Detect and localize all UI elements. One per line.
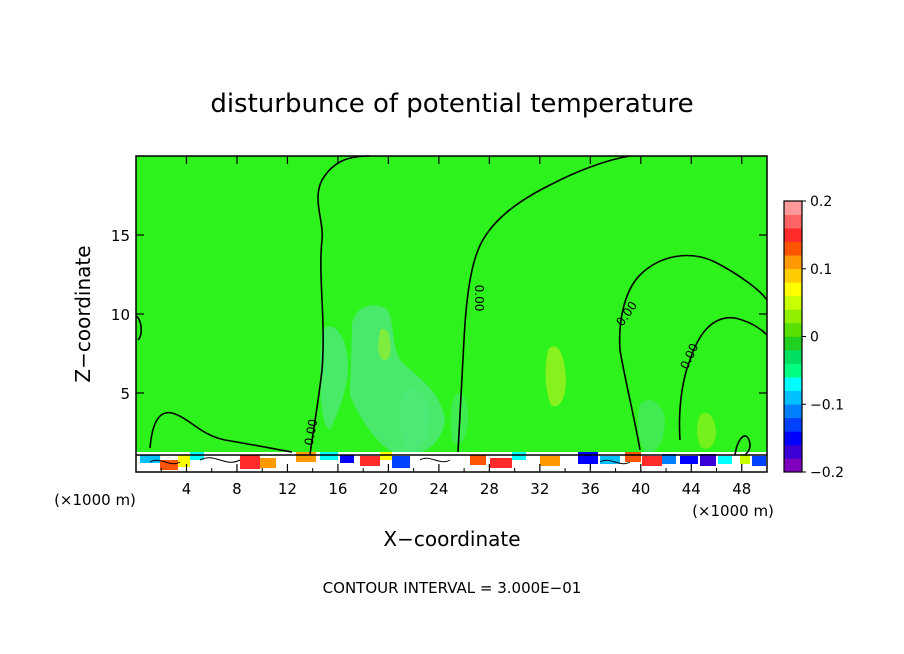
contour-line — [149, 411, 293, 453]
x-unit-left: (×1000 m) — [54, 491, 136, 509]
contour-line — [618, 254, 768, 451]
contour-line — [309, 155, 371, 456]
y-tick-label: 10 — [111, 306, 130, 324]
x-tick-label: 20 — [379, 480, 398, 498]
x-unit-right: (×1000 m) — [692, 502, 774, 520]
x-tick-label: 36 — [581, 480, 600, 498]
colorbar-swatch — [784, 309, 802, 324]
y-axis-label: Z−coordinate — [71, 245, 95, 382]
colorbar-swatch — [784, 377, 802, 391]
colorbar-swatch — [784, 350, 802, 364]
colorbar-swatch — [784, 431, 802, 446]
colorbar-tick-label: 0.2 — [810, 194, 832, 210]
colorbar-swatch — [784, 417, 802, 432]
x-tick-label: 8 — [232, 480, 242, 498]
contour-line — [135, 315, 142, 341]
colorbar-swatch — [784, 322, 802, 337]
colorbar-swatch — [784, 295, 802, 310]
colorbar-swatch — [784, 241, 802, 256]
contour-line — [457, 155, 631, 453]
colorbar-swatch — [784, 404, 802, 419]
contour-line — [678, 317, 768, 441]
colorbar-swatch — [784, 255, 802, 270]
x-tick-label: 44 — [682, 480, 701, 498]
contour-label: 0.00 — [472, 285, 486, 312]
contour-lines — [135, 155, 768, 456]
colorbar-swatch — [784, 268, 802, 283]
x-tick-label: 16 — [328, 480, 347, 498]
colorbar: 0.2 0.1 0 −0.1 −0.2 — [783, 194, 844, 481]
colorbar-swatch — [784, 458, 802, 473]
field-patch — [697, 412, 716, 449]
x-axis: 4 8 12 16 20 24 28 32 36 40 44 48 — [160, 156, 751, 498]
colorbar-swatch — [784, 336, 802, 351]
field-patch — [637, 400, 665, 453]
field-patch — [399, 388, 430, 452]
chart-title: disturbunce of potential temperature — [210, 89, 693, 119]
colorbar-swatch — [784, 390, 802, 405]
x-tick-label: 48 — [732, 480, 751, 498]
contour-label: 0.00 — [302, 418, 320, 447]
x-tick-label: 24 — [429, 480, 448, 498]
colorbar-swatch — [784, 444, 802, 459]
colorbar-swatch — [784, 282, 802, 297]
colorbar-tick-label: 0 — [810, 330, 819, 346]
contour-interval: CONTOUR INTERVAL = 3.000E−01 — [323, 579, 582, 597]
colorbar-swatch — [784, 363, 802, 378]
colorbar-swatch — [784, 228, 802, 242]
field-patch — [320, 326, 349, 430]
contour-line — [734, 435, 751, 456]
colorbar-swatch — [784, 214, 802, 229]
colorbar-tick-label: −0.2 — [810, 465, 844, 481]
colorbar-tick-label: −0.1 — [810, 397, 844, 413]
x-tick-label: 12 — [278, 480, 297, 498]
surface-layer — [136, 452, 767, 472]
x-tick-label: 28 — [480, 480, 499, 498]
colorbar-swatch — [784, 201, 802, 215]
colorbar-tick-label: 0.1 — [810, 262, 832, 278]
y-tick-label: 5 — [120, 385, 130, 403]
y-axis: 5 10 15 — [111, 227, 767, 403]
x-tick-label: 4 — [182, 480, 192, 498]
field-patch — [378, 329, 391, 361]
y-tick-label: 15 — [111, 227, 130, 245]
plot-area: 0.00 0.00 0.00 0.00 — [135, 155, 768, 473]
x-axis-label: X−coordinate — [383, 527, 520, 551]
field-patch — [545, 346, 566, 407]
x-tick-label: 32 — [530, 480, 549, 498]
x-tick-label: 40 — [631, 480, 650, 498]
